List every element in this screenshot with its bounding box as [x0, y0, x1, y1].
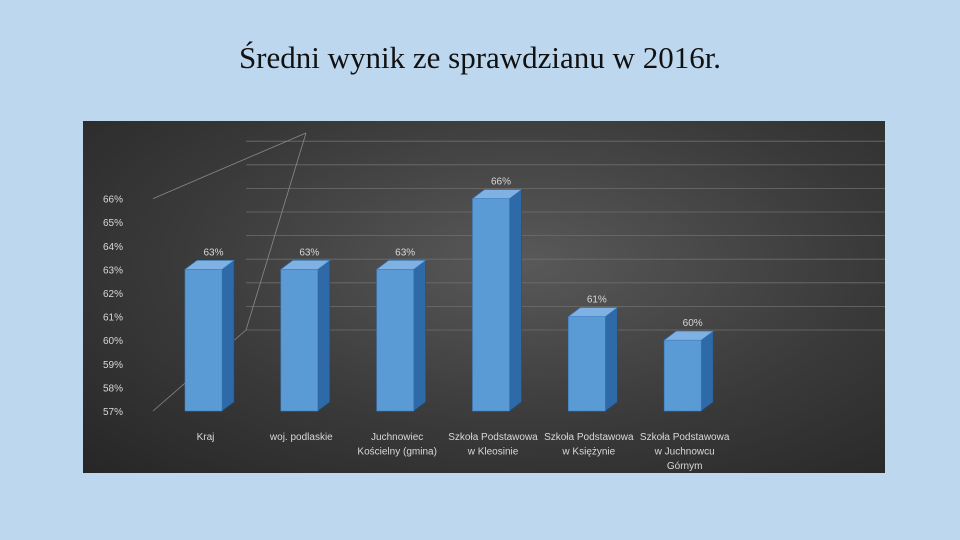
data-label: 63% [395, 247, 415, 258]
y-tick-label: 59% [103, 360, 123, 371]
bar-side [605, 307, 618, 412]
bar [663, 339, 702, 412]
category-label: Szkoła Podstawowa [448, 432, 538, 443]
bar-chart: 57% 58% 59% 60% 61% 62% 63% 64% 65% 66% 63% Kraj 63%… [103, 132, 885, 472]
y-tick-label: 64% [103, 242, 123, 253]
y-tick-label: 58% [103, 383, 123, 394]
category-label: Szkoła Podstawowa [544, 432, 634, 443]
y-tick-label: 57% [103, 407, 123, 418]
category-label: Kościelny (gmina) [357, 447, 436, 458]
side-wall-edge [152, 132, 307, 199]
data-label: 63% [299, 247, 319, 258]
category-label: Juchnowiec [371, 432, 423, 443]
category-label: Górnym [667, 461, 703, 472]
bar-side [221, 259, 235, 412]
slide-title: Średni wynik ze sprawdzianu w 2016r. [238, 40, 722, 75]
back-wall-edge [245, 132, 307, 331]
bar-top [184, 260, 235, 270]
bar [376, 269, 414, 412]
bar-top [663, 330, 715, 341]
y-tick-label: 61% [103, 313, 123, 324]
bar-top [567, 307, 619, 317]
category-label: w Kleosinie [467, 447, 519, 458]
bar [184, 269, 223, 412]
bar-side [700, 330, 714, 412]
data-label: 61% [587, 295, 607, 306]
bar-side [509, 188, 522, 412]
bar [280, 269, 319, 412]
category-label: w Księżynie [561, 447, 615, 458]
y-tick-label: 60% [103, 336, 123, 347]
y-tick-label: 65% [103, 218, 123, 229]
data-label: 60% [683, 318, 703, 329]
bar-top [279, 260, 331, 270]
data-label: 66% [491, 177, 511, 188]
bar [568, 316, 606, 412]
data-label: 63% [203, 247, 223, 258]
bar-top [471, 189, 523, 199]
category-label: w Juchnowcu [654, 447, 715, 458]
bar [472, 198, 510, 412]
y-tick-label: 66% [103, 195, 123, 206]
bar-side [317, 259, 331, 412]
bar-top [375, 260, 427, 270]
category-label: woj. podlaskie [269, 432, 333, 443]
bar-side [413, 259, 426, 412]
y-tick-label: 62% [103, 289, 123, 300]
chart-panel: 57% 58% 59% 60% 61% 62% 63% 64% 65% 66% 63% Kraj 63%… [83, 121, 885, 473]
category-label: Szkoła Podstawowa [640, 432, 730, 443]
y-tick-label: 63% [103, 265, 123, 276]
category-label: Kraj [197, 432, 215, 443]
